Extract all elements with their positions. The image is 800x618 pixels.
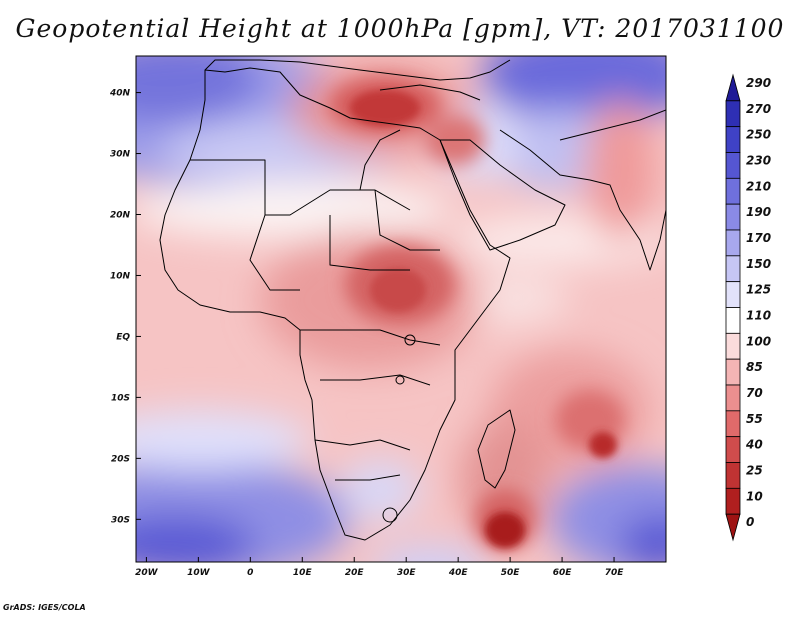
- colorbar-swatch: [725, 487, 741, 515]
- lat-tick-label: 30N: [110, 150, 131, 160]
- colorbar-label: 100: [746, 334, 771, 348]
- colorbar-swatch: [725, 332, 741, 360]
- colorbar-swatch: [725, 203, 741, 231]
- lon-tick-label: 70E: [605, 568, 625, 578]
- colorbar-label: 270: [746, 102, 771, 116]
- grads-credit: GrADS: IGES/COLA: [3, 603, 86, 612]
- colorbar-label: 85: [746, 360, 763, 374]
- colorbar-swatch: [725, 436, 741, 463]
- colorbar-swatch: [725, 100, 741, 128]
- colorbar-swatch: [725, 462, 741, 489]
- colorbar-label: 190: [746, 205, 771, 219]
- colorbar-swatch: [725, 126, 741, 153]
- lon-tick-label: 20E: [345, 568, 365, 578]
- colorbar-label: 230: [746, 154, 771, 168]
- colorbar-label: 10: [746, 489, 763, 503]
- coastlines: [159, 59, 666, 541]
- colorbar-label: 70: [746, 386, 763, 400]
- colorbar-label: 290: [746, 76, 771, 90]
- colorbar-label: 40: [745, 438, 763, 452]
- lat-tick-label: 10S: [111, 393, 130, 403]
- lat-tick-label: 30S: [111, 515, 130, 525]
- colorbar-swatch: [725, 73, 741, 102]
- longitude-axis: 20W 10W 0 10E 20E 30E 40E 50E 60E 70E: [135, 557, 624, 578]
- latitude-axis: 40N 30N 20N 10N EQ 10S 20S 30S: [109, 89, 141, 525]
- map-frame: [135, 55, 667, 563]
- lon-tick-label: 30E: [397, 568, 417, 578]
- colorbar-swatch: [725, 384, 741, 412]
- colorbar-label: 170: [746, 231, 771, 245]
- lon-tick-label: 0: [247, 568, 253, 578]
- colorbar-swatch: [725, 358, 741, 386]
- colorbar-label: 110: [746, 309, 771, 323]
- colorbar-label: 150: [746, 257, 771, 271]
- lon-tick-label: 60E: [553, 568, 573, 578]
- lon-tick-label: 20W: [135, 568, 159, 578]
- lat-tick-label: 20S: [111, 454, 130, 464]
- colorbar-swatch: [725, 513, 741, 542]
- colorbar-label: 125: [746, 283, 771, 297]
- lon-tick-label: 10W: [187, 568, 211, 578]
- lon-tick-label: 50E: [501, 568, 521, 578]
- colorbar-swatch: [725, 152, 741, 179]
- map-title: Geopotential Height at 1000hPa [gpm], VT…: [15, 14, 785, 43]
- lon-tick-label: 10E: [293, 568, 313, 578]
- colorbar-swatch: [725, 177, 741, 205]
- colorbar-label: 0: [746, 515, 754, 529]
- colorbar-label: 55: [746, 412, 763, 426]
- colorbar-swatch: [725, 255, 741, 283]
- colorbar-label: 210: [746, 179, 771, 193]
- colorbar-swatch: [725, 281, 741, 308]
- colorbar-swatch: [725, 307, 741, 334]
- lat-tick-label: 20N: [110, 211, 131, 221]
- lat-tick-label: 40N: [109, 89, 131, 99]
- colorbar-swatch: [725, 229, 741, 257]
- colorbar: 2902702502302101901701501251101008570554…: [725, 73, 771, 542]
- colorbar-label: 25: [746, 464, 763, 478]
- lat-tick-label: EQ: [116, 332, 130, 342]
- colorbar-label: 250: [746, 128, 771, 142]
- lat-tick-label: 10N: [110, 271, 131, 281]
- height-field: [136, 56, 666, 562]
- colorbar-swatch: [725, 410, 741, 438]
- lon-tick-label: 40E: [448, 568, 469, 578]
